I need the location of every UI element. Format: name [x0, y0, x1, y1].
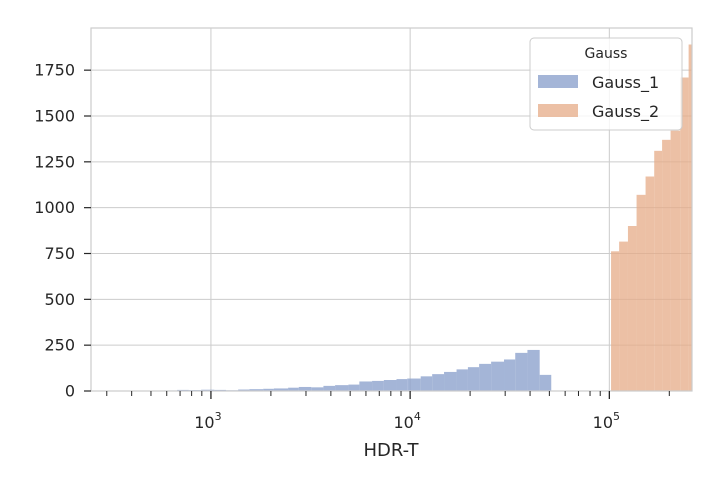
bar-gauss-1-6440: [372, 380, 384, 391]
bar-gauss-2-184000: [662, 139, 671, 391]
bar-gauss-2-152000: [645, 176, 655, 391]
histogram-bars: [103, 44, 692, 391]
legend-swatch-gauss-1: [538, 75, 578, 88]
bar-gauss-1-1560: [249, 389, 264, 391]
x-tick-label-exponent: 3: [215, 410, 222, 423]
legend-swatch-gauss-2: [538, 104, 578, 117]
grid-lines: [91, 28, 692, 392]
bar-gauss-1-12900: [432, 374, 445, 391]
x-axis-title: HDR-T: [363, 440, 419, 461]
legend-label-gauss-2: Gauss_2: [592, 102, 659, 122]
bar-gauss-1-3670: [323, 385, 336, 391]
bar-gauss-1-8540: [396, 379, 408, 391]
bar-gauss-1-17100: [456, 369, 468, 391]
y-tick-label-750: 750: [44, 244, 75, 263]
y-tick-label-500: 500: [44, 290, 75, 309]
bar-gauss-2-102000: [611, 251, 620, 391]
bar-gauss-1-44700: [539, 374, 552, 391]
bar-gauss-1-4200: [335, 385, 349, 391]
bar-gauss-1-893: [201, 389, 215, 391]
bar-gauss-1-4900: [348, 384, 360, 391]
x-tick-label-100000: 105: [593, 410, 620, 432]
x-tick-label-base: 10: [194, 413, 214, 432]
bar-gauss-1-2440: [288, 387, 299, 391]
legend-label-gauss-1: Gauss_1: [592, 73, 659, 93]
y-tick-label-250: 250: [44, 336, 75, 355]
x-tick-label-exponent: 4: [414, 410, 421, 423]
y-axis: 0 250 500 750 1000 1250 1500 1750: [34, 61, 91, 401]
x-tick-label-exponent: 5: [613, 410, 620, 423]
bar-gauss-2-124000: [627, 226, 637, 391]
bar-gauss-1-5560: [359, 381, 373, 391]
bar-gauss-2-112000: [619, 241, 628, 391]
plot-frame: [90, 27, 693, 392]
bar-gauss-1-25500: [491, 361, 505, 391]
bar-gauss-1-38800: [527, 349, 540, 391]
y-tick-label-1750: 1750: [34, 61, 75, 80]
bar-gauss-1-3190: [311, 387, 324, 391]
bar-gauss-1-22200: [479, 363, 492, 391]
series-gauss-1: [103, 349, 552, 391]
y-tick-label-1500: 1500: [34, 107, 75, 126]
legend-title: Gauss: [585, 46, 628, 62]
y-tick-label-0: 0: [65, 382, 75, 401]
bar-gauss-1-2760: [298, 386, 312, 391]
series-gauss-2: [611, 44, 692, 391]
bar-gauss-2-203000: [670, 130, 681, 391]
x-tick-label-base: 10: [593, 413, 613, 432]
bar-gauss-1-29600: [504, 359, 516, 391]
bar-gauss-1-14800: [444, 371, 457, 391]
bar-gauss-1-7380: [383, 380, 397, 391]
bar-gauss-2-250000: [688, 44, 692, 391]
bar-gauss-2-168000: [654, 150, 663, 391]
x-tick-label-10000: 104: [393, 410, 420, 432]
bar-gauss-1-2070: [273, 388, 289, 391]
legend: Gauss Gauss_1 Gauss_2: [529, 37, 683, 131]
bar-gauss-1-1370: [238, 389, 250, 391]
x-axis: 103 104 105: [106, 391, 670, 432]
bar-gauss-1-33700: [515, 352, 528, 391]
x-tick-label-base: 10: [393, 413, 413, 432]
bar-gauss-1-9670: [407, 378, 421, 391]
x-tick-label-1000: 103: [194, 410, 221, 432]
bar-gauss-2-137000: [636, 194, 646, 391]
bar-gauss-2-227000: [680, 77, 689, 391]
y-tick-label-1250: 1250: [34, 152, 75, 171]
bar-gauss-1-19500: [467, 367, 480, 391]
bar-gauss-1-11300: [420, 376, 433, 391]
bar-gauss-1-1830: [263, 388, 274, 391]
y-tick-label-1000: 1000: [34, 198, 75, 217]
